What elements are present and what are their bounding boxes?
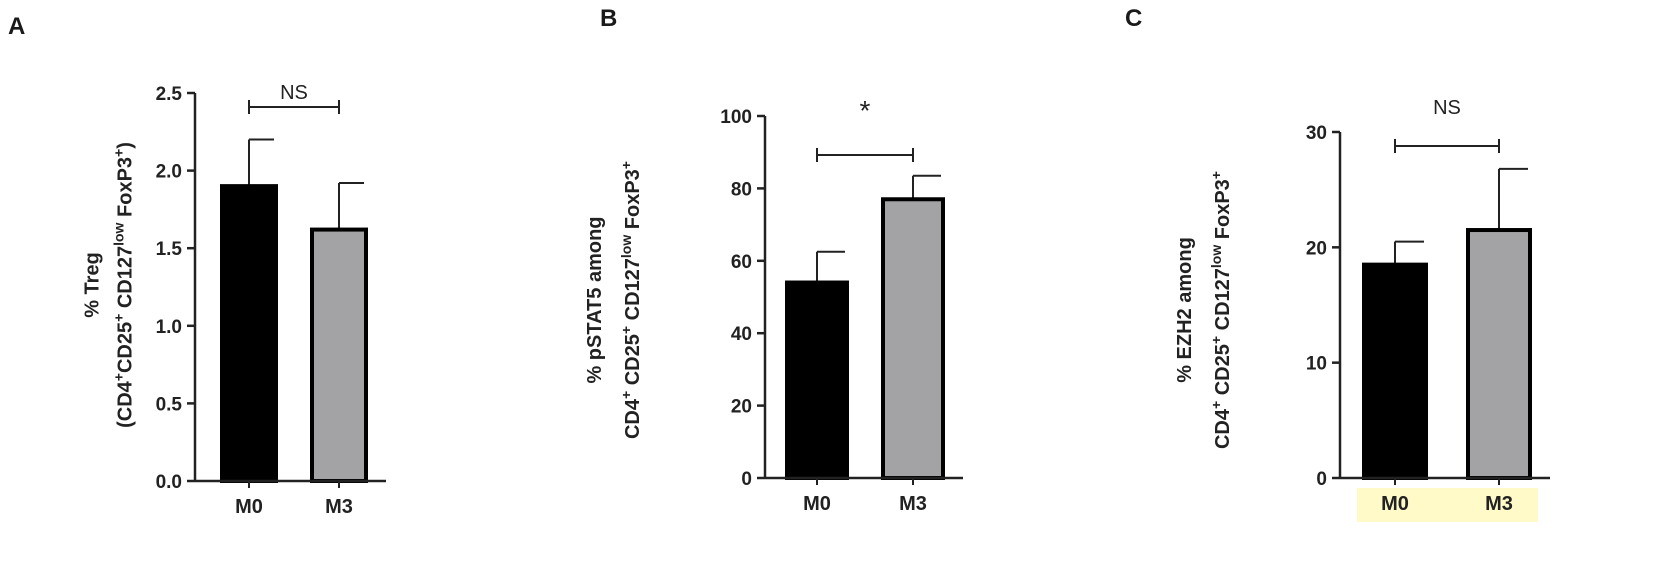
y-tick-label: 100	[720, 107, 752, 128]
y-axis-label-line-1: % Treg	[82, 252, 104, 318]
significance-label: NS	[280, 82, 308, 104]
y-tick-label: 0	[741, 469, 752, 490]
bar-m3	[1466, 228, 1532, 480]
chart-panel-c: C M0 M3 0 10 20 30 % EZH2 among CD4+ CD25+ CD127…	[1125, 5, 1550, 522]
chart-panel-b: B M0 M3 0 20 40 60 80 100 % pSTAT5 among CD4+ CD25…	[584, 5, 963, 515]
y-tick-label: 0.0	[156, 472, 182, 493]
x-tick-label-m0: M0	[235, 496, 263, 518]
panel-letter: A	[8, 13, 25, 40]
significance-bracket	[1394, 139, 1500, 153]
x-tick-label-m3: M3	[325, 496, 353, 518]
x-tick-label-m3: M3	[899, 493, 927, 515]
bar-m0	[785, 280, 849, 480]
bar-m3	[881, 197, 945, 480]
panel-letter: B	[600, 5, 617, 32]
bar-m3	[310, 227, 368, 483]
y-tick-label: 0	[1316, 469, 1327, 490]
y-tick-label: 10	[1306, 354, 1327, 375]
y-axis-label-line-2: CD4+ CD25+ CD127low FoxP3+	[618, 161, 644, 439]
y-tick-label: 1.0	[156, 317, 182, 338]
chart-panel-a: A M0 M3 0.0 0.5 1.0 1.5 2.0 2.5 % Treg (CD4+CD25+ …	[8, 13, 386, 518]
x-tick-label-m0: M0	[1381, 493, 1409, 515]
bar-m0	[220, 184, 278, 483]
y-tick-label: 2.0	[156, 162, 182, 183]
y-tick-label: 2.5	[156, 84, 183, 105]
bar-m0	[1362, 262, 1428, 480]
category-highlight	[1357, 488, 1538, 522]
y-axis-label-line-2: CD4+ CD25+ CD127low FoxP3+	[1208, 171, 1234, 449]
y-axis-label-line-1: % EZH2 among	[1174, 237, 1196, 383]
significance-label: *	[860, 95, 871, 126]
y-tick-label: 40	[731, 324, 752, 345]
panel-letter: C	[1125, 5, 1142, 32]
y-tick-label: 80	[731, 179, 752, 200]
y-tick-label: 1.5	[156, 239, 183, 260]
y-tick-label: 20	[731, 397, 752, 418]
y-tick-label: 20	[1306, 238, 1327, 259]
y-axis-label-line-1: % pSTAT5 among	[584, 216, 606, 383]
y-tick-label: 0.5	[156, 394, 183, 415]
x-tick-label-m0: M0	[803, 493, 831, 515]
significance-label: NS	[1433, 97, 1461, 119]
y-axis-label-line-2: (CD4+CD25+ CD127low FoxP3+)	[111, 142, 137, 428]
significance-bracket	[248, 100, 340, 114]
y-tick-label: 30	[1306, 123, 1327, 144]
significance-bracket	[816, 148, 914, 162]
x-tick-label-m3: M3	[1485, 493, 1513, 515]
y-tick-label: 60	[731, 252, 752, 273]
